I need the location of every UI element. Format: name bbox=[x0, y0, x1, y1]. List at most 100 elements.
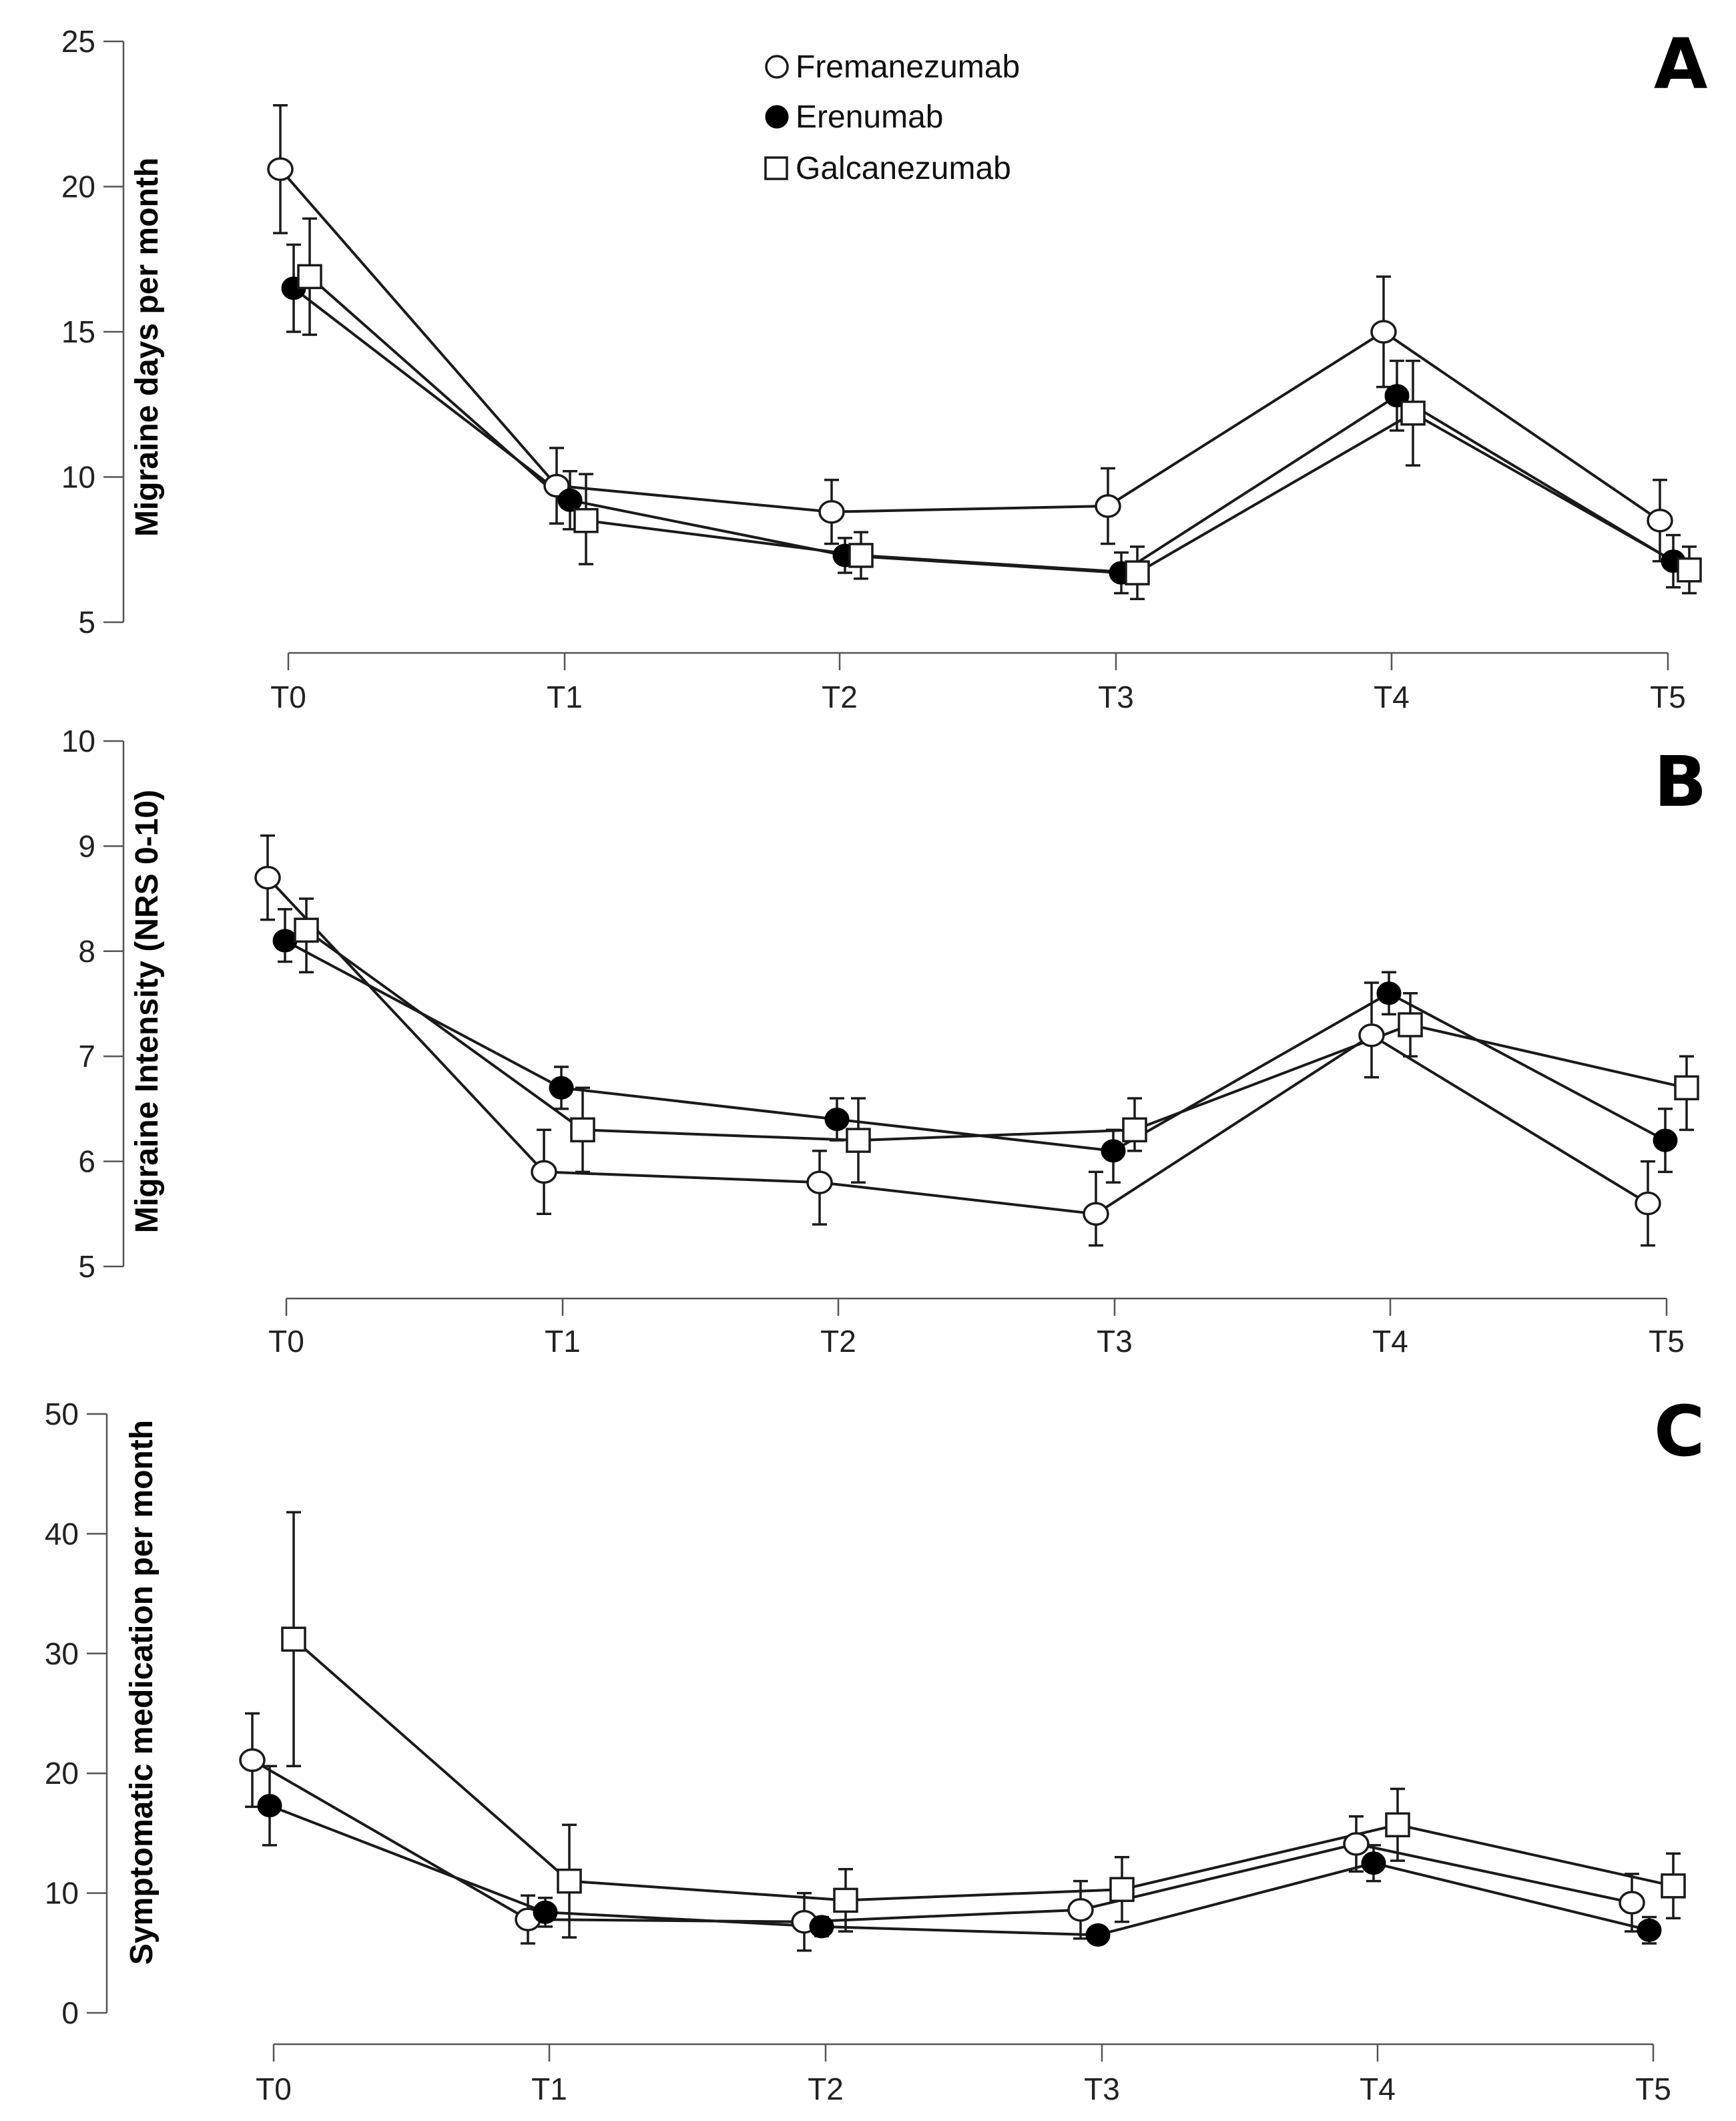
panel-a-fremanezumab-point bbox=[1370, 320, 1397, 344]
panel-a-galcanezumab-point bbox=[1400, 401, 1426, 426]
panel-c-y-tick-label: 50 bbox=[45, 1397, 79, 1431]
legend: Fremanezumab Erenumab Galcanezumab bbox=[764, 49, 1020, 186]
legend-label-erenumab: Erenumab bbox=[796, 99, 943, 135]
panel-c-galcanezumab-point bbox=[281, 1626, 306, 1652]
panel-a-galcanezumab-point bbox=[297, 264, 322, 290]
panel-b-erenumab-point bbox=[1376, 981, 1402, 1005]
panel-a-x-tick-label: T3 bbox=[1098, 680, 1134, 714]
panel-a-fremanezumab-line bbox=[279, 168, 1661, 522]
panel-a-galcanezumab-point bbox=[1125, 560, 1150, 585]
panel-a-letter: A bbox=[1654, 23, 1708, 105]
panel-b-y-tick-label: 6 bbox=[78, 1144, 95, 1179]
panel-c-galcanezumab-point bbox=[833, 1887, 858, 1913]
panel-b-x-tick-label: T2 bbox=[820, 1324, 856, 1359]
legend-label-fremanezumab: Fremanezumab bbox=[796, 49, 1020, 85]
panel-c-x-tick-label: T0 bbox=[256, 2072, 292, 2106]
panel-c-letter: C bbox=[1654, 1391, 1705, 1472]
panel-c-galcanezumab-point bbox=[557, 1868, 582, 1894]
panel-b-galcanezumab-point bbox=[1398, 1012, 1423, 1037]
legend-label-galcanezumab: Galcanezumab bbox=[796, 151, 1011, 186]
panel-a-galcanezumab-point bbox=[573, 508, 599, 533]
panel-a-fremanezumab-point bbox=[1095, 494, 1121, 518]
panel-b: B Migraine Intensity (NRS 0-10) 5 6 7 8 9 10 T… bbox=[61, 724, 1707, 1359]
panel-b-galcanezumab-point bbox=[1122, 1117, 1147, 1143]
panel-b-erenumab-point bbox=[824, 1108, 850, 1132]
panel-a-y-tick-label: 5 bbox=[78, 605, 95, 640]
panel-c-erenumab-point bbox=[809, 1915, 834, 1939]
panel-b-y-tick-label: 9 bbox=[78, 829, 95, 863]
open-circle-icon bbox=[765, 55, 789, 79]
panel-b-galcanezumab-point bbox=[846, 1128, 871, 1153]
panel-c-erenumab-point bbox=[1637, 1918, 1662, 1942]
panel-b-galcanezumab-point bbox=[570, 1117, 595, 1143]
panel-b-y-tick-label: 5 bbox=[78, 1249, 95, 1284]
panel-a-fremanezumab-point bbox=[818, 499, 845, 524]
panel-b-fremanezumab-point bbox=[1083, 1202, 1109, 1226]
panel-b-fremanezumab-line bbox=[266, 877, 1649, 1216]
panel-a-y-tick-label: 10 bbox=[61, 460, 95, 495]
panel-b-fremanezumab-point bbox=[806, 1170, 833, 1194]
panel-b-x-tick-label: T4 bbox=[1372, 1324, 1408, 1359]
panel-b-erenumab-point bbox=[549, 1076, 574, 1100]
panel-c-fremanezumab-point bbox=[1619, 1891, 1645, 1915]
panel-a-fremanezumab-point bbox=[267, 157, 294, 182]
panel-a-x-tick-label: T2 bbox=[822, 680, 858, 714]
panel-c-galcanezumab-line bbox=[292, 1638, 1674, 1902]
panel-a-plot: 5 10 15 20 25 T0 T1 T2 T3 T4 T5 bbox=[61, 24, 1702, 714]
panel-b-fremanezumab-point bbox=[1358, 1023, 1385, 1047]
panel-c-galcanezumab-point bbox=[1661, 1873, 1686, 1899]
panel-c-x-tick-label: T5 bbox=[1635, 2072, 1671, 2106]
panel-b-erenumab-point bbox=[1653, 1128, 1678, 1152]
panel-c-erenumab-line bbox=[269, 1804, 1650, 1937]
panel-a-galcanezumab-line bbox=[308, 275, 1690, 575]
panel-a-y-tick-label: 15 bbox=[61, 314, 95, 349]
panel-b-x-tick-label: T0 bbox=[268, 1324, 304, 1359]
panel-a-x-tick-label: T4 bbox=[1374, 680, 1410, 714]
panel-c-y-tick-label: 0 bbox=[61, 1995, 79, 2030]
legend-item-erenumab: Erenumab bbox=[765, 99, 943, 135]
panel-c-fremanezumab-line bbox=[251, 1758, 1633, 1923]
panel-c-erenumab-point bbox=[1361, 1851, 1386, 1875]
panel-c-fremanezumab-point bbox=[1067, 1897, 1094, 1922]
legend-item-fremanezumab: Fremanezumab bbox=[765, 49, 1020, 85]
panel-b-letter: B bbox=[1654, 741, 1707, 822]
panel-c-y-tick-label: 30 bbox=[45, 1636, 79, 1671]
panel-b-galcanezumab-point bbox=[1674, 1075, 1699, 1101]
panel-b-fremanezumab-point bbox=[531, 1160, 557, 1184]
panel-b-erenumab-line bbox=[284, 939, 1666, 1152]
panel-c-y-tick-label: 10 bbox=[45, 1876, 79, 1911]
panel-c-x-tick-label: T3 bbox=[1084, 2072, 1120, 2106]
panel-c-erenumab-point bbox=[533, 1900, 558, 1924]
panel-c-ylabel: Symptomatic medication per month bbox=[124, 1420, 160, 1965]
panel-b-plot: 5 6 7 8 9 10 T0 T1 T2 T3 T4 T5 bbox=[61, 724, 1699, 1359]
panel-b-x-tick-label: T5 bbox=[1649, 1324, 1685, 1359]
panel-c-galcanezumab-point bbox=[1109, 1877, 1135, 1902]
panel-c-plot: 0 10 20 30 40 50 T0 T1 T2 T3 T4 T5 bbox=[45, 1397, 1686, 2106]
panel-a-ylabel: Migraine days per month bbox=[129, 158, 165, 537]
panel-b-galcanezumab-point bbox=[294, 917, 319, 943]
panel-a-y-tick-label: 25 bbox=[61, 24, 95, 59]
panel-a-x-tick-label: T5 bbox=[1650, 680, 1686, 714]
panel-c-erenumab-point bbox=[257, 1794, 282, 1818]
panel-c-erenumab-point bbox=[1085, 1923, 1111, 1947]
panel-c-x-tick-label: T2 bbox=[808, 2072, 844, 2106]
panel-b-x-tick-label: T3 bbox=[1097, 1324, 1133, 1359]
panel-b-galcanezumab-line bbox=[305, 929, 1687, 1142]
panel-b-fremanezumab-point bbox=[254, 865, 281, 890]
panel-c-y-tick-label: 20 bbox=[45, 1756, 79, 1791]
panel-b-ylabel: Migraine Intensity (NRS 0-10) bbox=[129, 790, 165, 1233]
panel-c-x-tick-label: T4 bbox=[1360, 2072, 1396, 2106]
panel-a-erenumab-line bbox=[292, 287, 1675, 575]
legend-item-galcanezumab: Galcanezumab bbox=[764, 151, 1011, 186]
filled-circle-icon bbox=[765, 105, 789, 129]
panel-b-fremanezumab-point bbox=[1635, 1191, 1661, 1216]
panel-c: C Symptomatic medication per month 0 10 20… bbox=[45, 1391, 1705, 2106]
panel-c-fremanezumab-point bbox=[239, 1748, 266, 1773]
panel-c-fremanezumab-point bbox=[1343, 1832, 1370, 1856]
panel-b-y-tick-label: 10 bbox=[61, 724, 95, 758]
panel-a: A Migraine days per month 5 10 15 20 25 T0 T1 T… bbox=[61, 23, 1708, 714]
panel-b-y-tick-label: 7 bbox=[78, 1039, 95, 1074]
panel-b-x-tick-label: T1 bbox=[545, 1324, 581, 1359]
panel-a-galcanezumab-point bbox=[848, 543, 874, 568]
